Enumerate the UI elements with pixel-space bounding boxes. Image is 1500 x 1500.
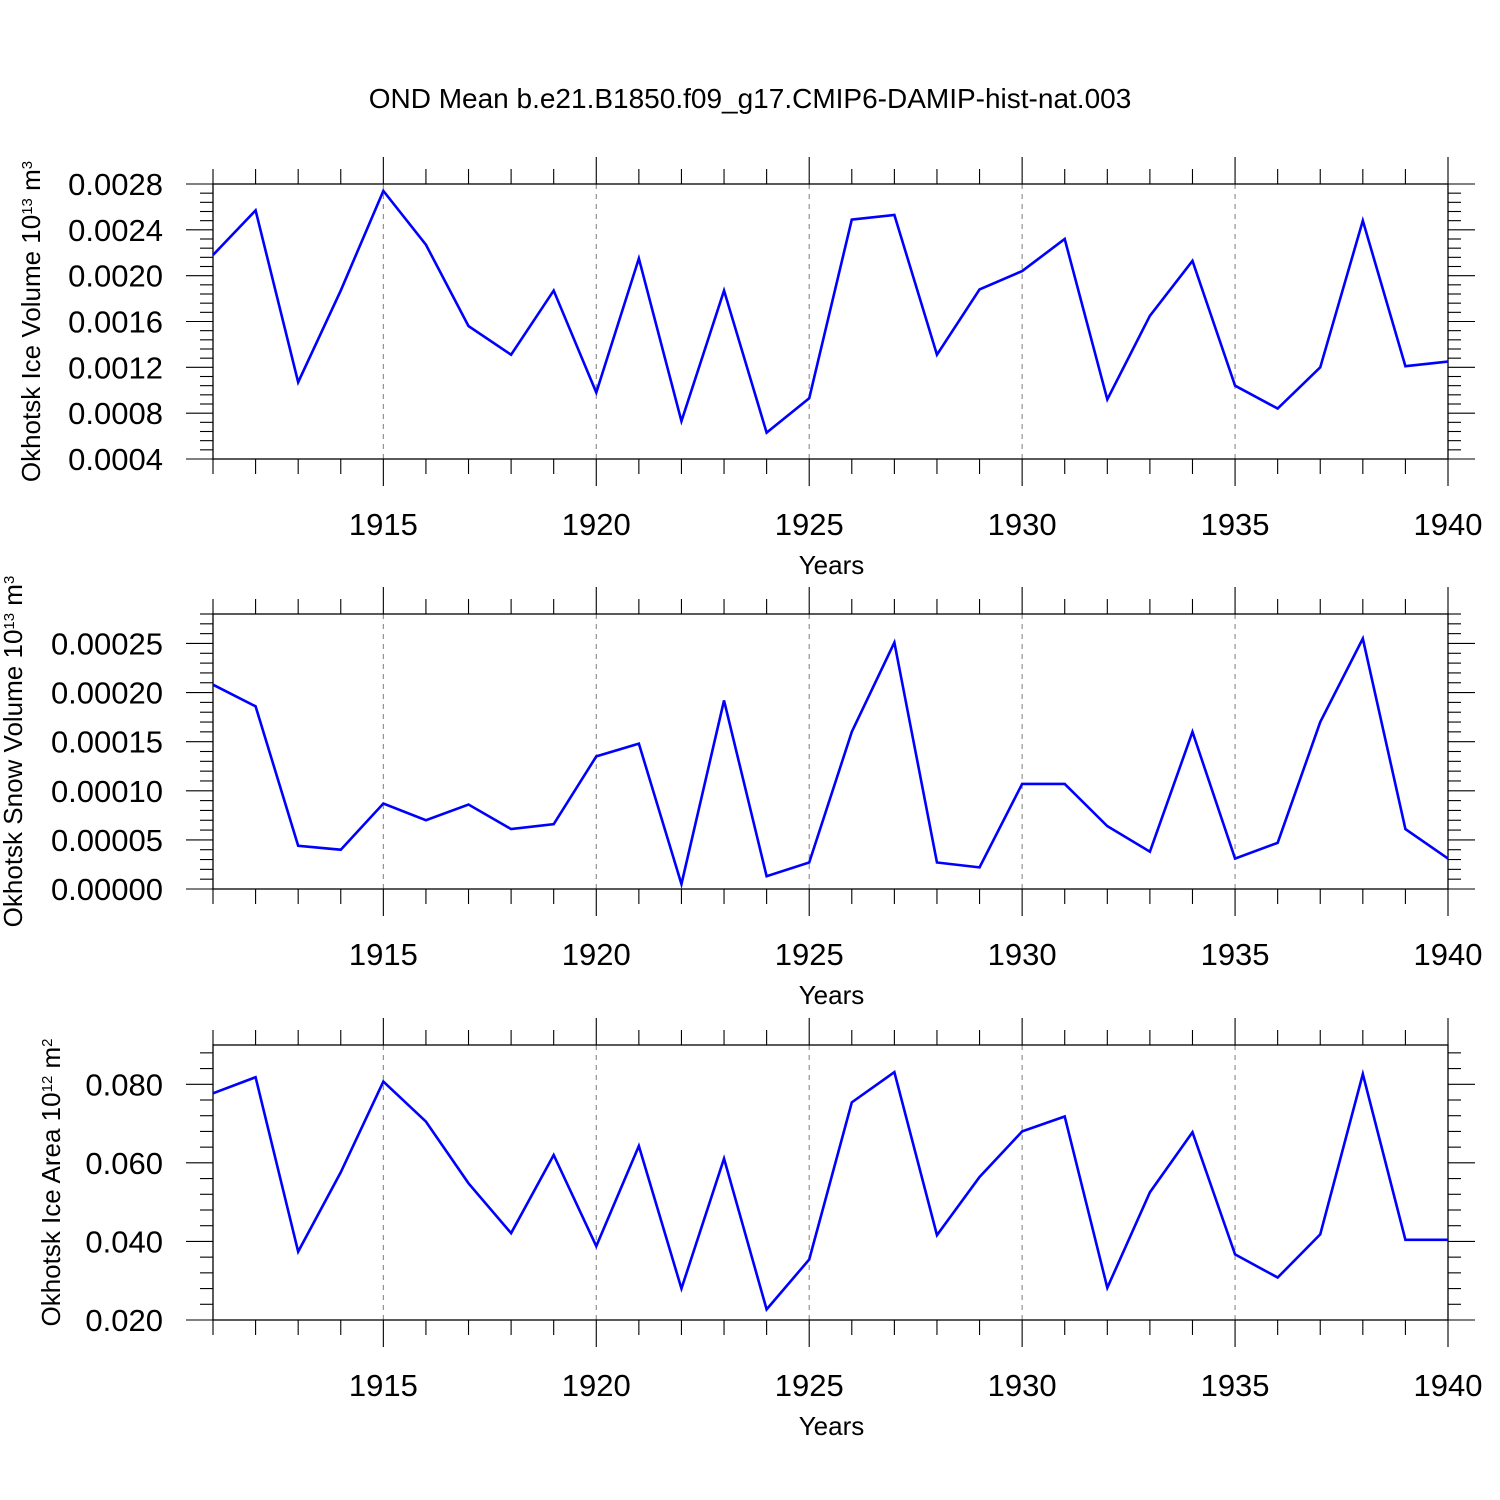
y-tick-label: 0.00000	[51, 872, 163, 907]
y-tick-label: 0.00010	[51, 774, 163, 809]
panel-snow-volume: 0.00000 0.00005 0.00010 0.00015 0.00020 0.000…	[0, 576, 1482, 1010]
y-tick-label: 0.0020	[68, 259, 163, 294]
x-tick-label: 1915	[349, 937, 418, 972]
y-axis-title: Okhotsk Snow Volume 1013 m3	[0, 576, 28, 928]
panels: 0.0004 0.0008 0.0012 0.0016 0.0020 0.0024 0.00…	[0, 157, 1482, 1441]
x-axis-title: Years	[799, 980, 865, 1010]
y-axis-title-main: Okhotsk Snow Volume 10	[0, 630, 28, 928]
panel-ice-area: 0.020 0.040 0.060 0.080 1915 1920 1925 1930 1935…	[36, 1018, 1482, 1441]
plot-frame	[212, 613, 1449, 890]
x-tick-label: 1925	[775, 937, 844, 972]
y-axis-title-main: Okhotsk Ice Area 10	[36, 1092, 66, 1326]
y-tick-label: 0.00025	[51, 626, 163, 661]
y-tick-label: 0.00005	[51, 823, 163, 858]
y-tick-label: 0.0024	[68, 213, 163, 248]
x-tick-label: 1940	[1414, 937, 1483, 972]
y-tick-label: 0.00020	[51, 676, 163, 711]
y-axis-title-unit: m	[0, 584, 28, 613]
x-tick-label: 1920	[562, 937, 631, 972]
y-axis-title-unit-exponent: 3	[1, 576, 18, 584]
y-tick-label: 0.0016	[68, 305, 163, 340]
y-axis-title-exponent: 12	[39, 1076, 56, 1093]
y-axis-title-unit: m	[16, 169, 46, 198]
y-axis-title: Okhotsk Ice Area 1012 m2	[36, 1038, 66, 1326]
x-tick-label: 1935	[1201, 1368, 1270, 1403]
x-tick-label: 1925	[775, 1368, 844, 1403]
x-tick-label: 1920	[562, 1368, 631, 1403]
series-line-snow-volume	[212, 634, 1449, 890]
y-axis-title: Okhotsk Ice Volume 1013 m3	[16, 161, 46, 482]
y-tick-label: 0.0028	[68, 167, 163, 202]
x-tick-label: 1925	[775, 507, 844, 542]
x-tick-label: 1940	[1414, 507, 1483, 542]
y-tick-label: 0.00015	[51, 725, 163, 760]
y-tick-label: 0.0004	[68, 442, 163, 477]
x-tick-label: 1915	[349, 507, 418, 542]
chart-title: OND Mean b.e21.B1850.f09_g17.CMIP6-DAMIP…	[369, 83, 1132, 114]
series-line-ice-volume	[212, 188, 1449, 435]
x-axis-title: Years	[799, 550, 865, 580]
series-line-ice-area	[212, 1068, 1448, 1313]
x-tick-label: 1935	[1201, 507, 1270, 542]
x-axis-title: Years	[799, 1411, 865, 1441]
y-axis-title-exponent: 13	[19, 198, 36, 215]
y-axis-title-unit-exponent: 2	[39, 1038, 56, 1046]
x-tick-label: 1940	[1414, 1368, 1483, 1403]
panel-ice-volume: 0.0004 0.0008 0.0012 0.0016 0.0020 0.0024 0.00…	[16, 157, 1482, 580]
y-tick-label: 0.0008	[68, 396, 163, 431]
y-tick-label: 0.040	[85, 1224, 163, 1259]
y-tick-label: 0.060	[85, 1146, 163, 1181]
y-axis-title-exponent: 13	[1, 613, 18, 630]
y-axis-title-unit: m	[36, 1047, 66, 1076]
x-tick-label: 1930	[988, 937, 1057, 972]
y-axis-title-unit-exponent: 3	[19, 161, 36, 169]
x-tick-label: 1930	[988, 1368, 1057, 1403]
x-tick-label: 1915	[349, 1368, 418, 1403]
y-tick-label: 0.080	[85, 1067, 163, 1102]
y-tick-label: 0.020	[85, 1303, 163, 1338]
x-tick-label: 1920	[562, 507, 631, 542]
plot-frame	[212, 183, 1449, 460]
y-tick-label: 0.0012	[68, 350, 163, 385]
plot-frame	[212, 1044, 1449, 1321]
x-tick-label: 1935	[1201, 937, 1270, 972]
y-axis-title-main: Okhotsk Ice Volume 10	[16, 215, 46, 482]
x-tick-label: 1930	[988, 507, 1057, 542]
